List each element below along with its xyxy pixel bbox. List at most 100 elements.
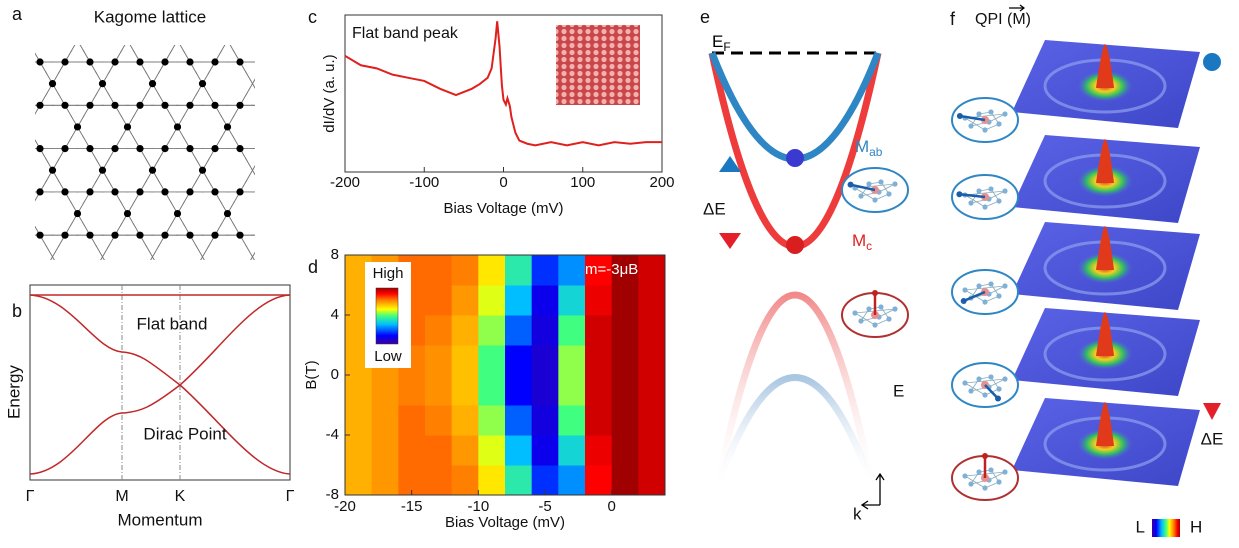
heatmap-cell [345, 465, 373, 496]
atom [86, 145, 94, 153]
heatmap-cell [505, 375, 533, 406]
heatmap-cell [478, 465, 506, 496]
bond [83, 310, 110, 356]
bond [245, 157, 255, 176]
bond [308, 201, 335, 247]
bond [208, 266, 235, 312]
m-ab-label-sub: ab [869, 145, 883, 159]
heatmap-cell [425, 255, 453, 286]
icon-bond [964, 475, 986, 489]
heatmap-cell [478, 375, 506, 406]
bond [33, 331, 60, 377]
x-axis-title: Bias Voltage (mV) [443, 200, 563, 217]
x-tick-label: -15 [401, 498, 423, 515]
bond [233, 331, 260, 377]
bond [421, 115, 448, 161]
bond [0, 50, 22, 96]
icon-atom [996, 386, 1002, 392]
icon-atom [996, 479, 1002, 485]
heatmap-cell [638, 435, 666, 466]
bond [150, 222, 173, 260]
icon-bond [988, 378, 1006, 388]
red-state [786, 236, 804, 254]
atom [36, 145, 44, 153]
bond [146, 331, 173, 377]
atom [73, 209, 82, 218]
moment-icon [951, 362, 1019, 408]
bond [446, 0, 473, 9]
atom [236, 101, 244, 109]
panel-label: f [950, 9, 956, 29]
icon-atom [892, 306, 898, 312]
moment-icon [841, 290, 909, 338]
bond [283, 136, 310, 182]
heatmap-cell [558, 285, 586, 316]
kagome-lattice [0, 0, 598, 399]
arrow-tip [956, 112, 963, 119]
fermi-label-sub: F [723, 40, 730, 54]
bond [45, 244, 55, 260]
icon-bond [854, 187, 876, 201]
m-c-label-main: M [852, 231, 866, 250]
heatmap-cell [558, 465, 586, 496]
bond [33, 0, 60, 31]
atom [111, 188, 119, 196]
icon-bond [964, 117, 986, 131]
bond [46, 0, 73, 9]
bond [220, 92, 248, 140]
bond [271, 201, 298, 247]
atom [48, 166, 57, 174]
atom [136, 58, 144, 66]
heatmap-cell [451, 435, 479, 466]
moment-icon [951, 97, 1019, 143]
atom [136, 145, 144, 153]
bond [0, 158, 10, 204]
arrow-tip [995, 395, 1001, 402]
icon-atom [976, 188, 982, 194]
bond [145, 244, 155, 260]
bond [220, 45, 226, 53]
bond [283, 223, 310, 269]
heatmap-cell [371, 435, 399, 466]
heatmap-cell [425, 315, 453, 346]
heatmap-cell [585, 285, 613, 316]
colorbar [1152, 519, 1180, 537]
bond [346, 72, 373, 118]
bond [421, 93, 448, 139]
lattice-title: Kagome lattice [94, 7, 206, 26]
heatmap-cell [611, 345, 639, 376]
atom [236, 188, 244, 196]
qpi-title: QPI (M) [975, 11, 1031, 28]
moment-icon [951, 453, 1019, 501]
icon-atom [1002, 376, 1008, 382]
heatmap-cell [345, 405, 373, 436]
bond [571, 201, 598, 247]
bond [258, 28, 285, 74]
bond [446, 158, 473, 204]
bond [258, 353, 285, 399]
arrow-tip [872, 290, 878, 296]
atom [211, 231, 219, 239]
bond [296, 158, 323, 204]
fermi-label-main: E [712, 32, 723, 51]
heatmap-cell [585, 465, 613, 496]
heatmap-cell [558, 375, 586, 406]
heatmap-cell [638, 255, 666, 286]
heatmap-cell [425, 345, 453, 376]
bond [321, 7, 348, 53]
arrow-tip [960, 297, 967, 304]
bond [546, 158, 573, 204]
y-tick-label: 8 [331, 246, 339, 263]
panel-label: d [308, 257, 318, 277]
band-upper [29, 294, 291, 475]
band-frame [29, 284, 291, 481]
bond [246, 331, 273, 377]
heatmap-cell [425, 405, 453, 436]
atom [36, 188, 44, 196]
x-tick-label: -100 [409, 174, 439, 191]
moment-icon [951, 174, 1019, 220]
bond [46, 0, 73, 31]
atom [36, 58, 44, 66]
icon-atom [866, 306, 872, 312]
